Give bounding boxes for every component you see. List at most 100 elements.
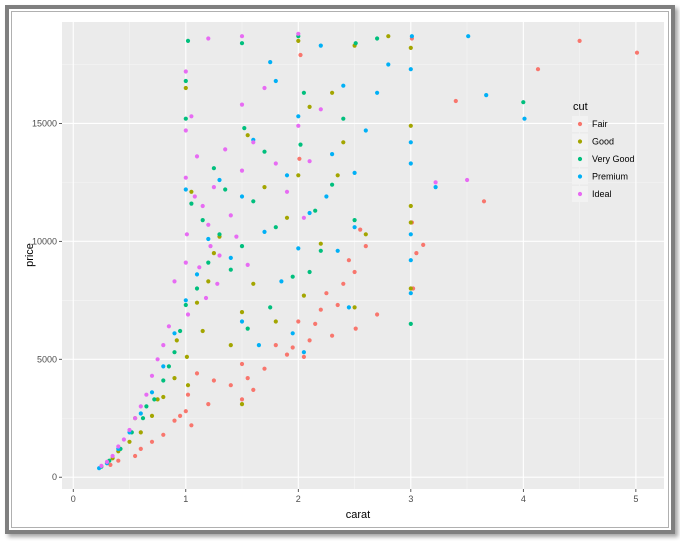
point-very-good <box>217 232 222 237</box>
grid-lines <box>62 22 664 489</box>
legend-title: cut <box>573 101 588 113</box>
point-good <box>149 413 155 418</box>
point-fair <box>363 244 368 249</box>
point-good <box>174 338 179 343</box>
legend: cut Fair Good Very Good Premium Ideal <box>572 101 635 202</box>
point-ideal <box>215 281 220 286</box>
point-fair <box>296 319 301 324</box>
legend-swatch <box>577 139 583 144</box>
point-good <box>386 34 391 39</box>
point-fair <box>375 312 380 317</box>
point-good <box>408 286 413 291</box>
point-premium <box>433 185 438 190</box>
point-ideal <box>465 177 470 183</box>
point-very-good <box>375 36 380 41</box>
point-very-good <box>290 274 295 279</box>
point-very-good <box>183 116 188 121</box>
legend-label: Ideal <box>592 189 612 199</box>
point-fair <box>335 302 340 308</box>
point-premium <box>346 305 351 310</box>
y-tick-label: 0 <box>52 472 57 482</box>
x-tick-label: 3 <box>408 494 413 504</box>
point-premium <box>296 114 301 119</box>
point-ideal <box>155 357 160 362</box>
point-good <box>330 90 335 95</box>
point-ideal <box>301 215 306 220</box>
point-fair <box>341 281 346 286</box>
point-good <box>408 123 413 128</box>
point-premium <box>324 194 329 199</box>
point-ideal <box>183 175 188 180</box>
point-good <box>228 343 233 348</box>
point-ideal <box>194 154 200 159</box>
data-points <box>97 31 640 471</box>
point-very-good <box>239 244 245 249</box>
point-very-good <box>239 41 245 46</box>
point-very-good <box>273 225 278 230</box>
point-good <box>335 173 340 178</box>
point-good <box>408 203 413 209</box>
point-very-good <box>242 126 247 131</box>
point-premium <box>484 93 489 98</box>
point-premium <box>408 232 413 237</box>
point-fair <box>453 98 458 104</box>
point-fair <box>346 258 351 263</box>
point-ideal <box>433 180 438 185</box>
point-premium <box>217 177 222 183</box>
point-premium <box>352 225 357 230</box>
point-premium <box>409 34 414 39</box>
point-fair <box>138 446 143 451</box>
point-ideal <box>183 128 188 133</box>
point-fair <box>194 371 200 376</box>
point-good <box>189 189 194 194</box>
point-very-good <box>166 364 171 369</box>
point-fair <box>297 156 302 161</box>
point-premium <box>279 279 284 284</box>
point-ideal <box>183 260 188 265</box>
point-premium <box>466 34 471 39</box>
point-very-good <box>140 416 146 421</box>
point-premium <box>206 236 211 242</box>
point-ideal <box>239 34 245 39</box>
point-good <box>284 215 290 220</box>
point-premium <box>301 350 306 355</box>
point-ideal <box>121 437 126 442</box>
x-tick-label: 4 <box>521 494 526 504</box>
point-fair <box>239 361 245 367</box>
point-fair <box>245 376 250 381</box>
point-ideal <box>318 107 323 112</box>
point-premium <box>352 170 357 175</box>
axes: 0 1 2 3 4 5 0 5000 10000 15000 <box>32 118 638 504</box>
point-ideal <box>228 213 233 218</box>
point-fair <box>183 409 188 414</box>
point-fair <box>421 242 426 247</box>
point-fair <box>307 338 312 343</box>
point-good <box>172 376 177 381</box>
point-premium <box>296 246 301 251</box>
point-very-good <box>223 187 228 192</box>
x-tick-label: 1 <box>183 494 188 504</box>
point-good <box>184 354 189 359</box>
point-very-good <box>313 208 318 213</box>
point-fair <box>189 423 194 428</box>
point-ideal <box>99 463 104 468</box>
point-ideal <box>262 85 267 91</box>
point-fair <box>239 397 245 402</box>
point-ideal <box>184 232 189 237</box>
point-fair <box>290 345 295 350</box>
point-premium <box>273 78 278 84</box>
point-very-good <box>206 260 211 265</box>
x-axis-title: carat <box>346 509 370 521</box>
point-ideal <box>133 416 138 421</box>
point-premium <box>228 255 233 260</box>
point-very-good <box>183 78 188 84</box>
point-good <box>185 383 191 388</box>
point-fair <box>535 67 541 72</box>
point-good <box>200 328 205 334</box>
point-very-good <box>341 116 346 121</box>
point-very-good <box>228 267 233 272</box>
point-premium <box>408 291 413 296</box>
legend-label: Premium <box>592 172 628 182</box>
point-ideal <box>197 265 202 270</box>
point-ideal <box>296 123 301 128</box>
